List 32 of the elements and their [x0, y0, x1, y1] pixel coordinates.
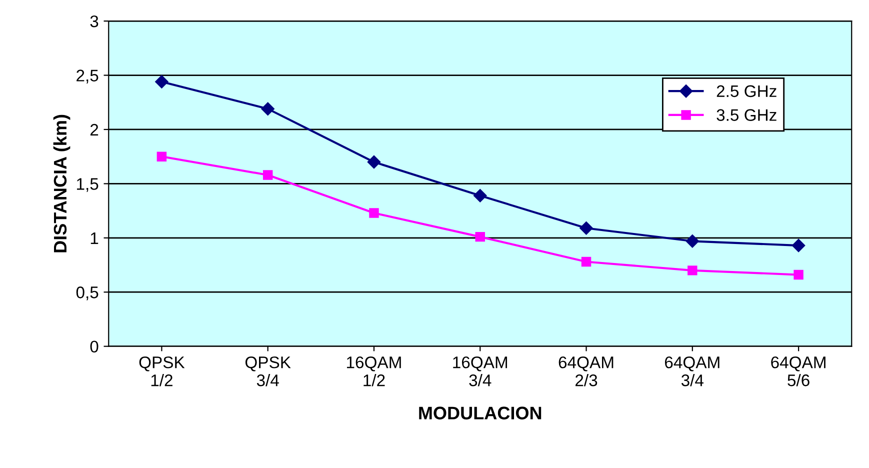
x-axis-title: MODULACION — [419, 406, 542, 420]
y-tick-label: 2 — [90, 124, 98, 136]
y-axis-title: DISTANCIA (km) — [53, 114, 70, 252]
point — [688, 266, 698, 276]
legend-label: 2.5 GHz — [716, 85, 776, 98]
x-tick-label: QPSK 1/2 — [139, 356, 185, 386]
x-tick-label: 16QAM 3/4 — [453, 356, 508, 386]
y-tick-label: 1 — [90, 232, 98, 244]
y-tick-label: 2,5 — [76, 70, 98, 84]
x-tick-label: QPSK 3/4 — [245, 356, 291, 386]
y-tick-label: 3 — [90, 15, 98, 28]
x-tick-label: 64QAM 5/6 — [771, 356, 826, 386]
x-tick-label: 64QAM 2/3 — [558, 356, 614, 386]
x-tick-label: 16QAM 1/2 — [347, 356, 401, 386]
point — [581, 256, 592, 267]
y-tick-label: 0,5 — [76, 286, 98, 300]
point — [262, 170, 273, 180]
point — [580, 222, 593, 235]
x-tick-label: 64QAM 3/4 — [665, 356, 720, 386]
point — [156, 152, 167, 162]
point — [261, 102, 274, 116]
point — [369, 208, 379, 218]
point — [155, 75, 168, 88]
point — [367, 155, 381, 169]
y-tick-label: 1,5 — [77, 178, 98, 192]
point — [794, 270, 804, 280]
point — [475, 232, 485, 242]
legend-label: 3.5 GHz — [716, 109, 776, 121]
point — [792, 238, 806, 252]
point — [686, 234, 699, 248]
y-tick-label: 0 — [90, 340, 98, 353]
point — [474, 189, 487, 202]
